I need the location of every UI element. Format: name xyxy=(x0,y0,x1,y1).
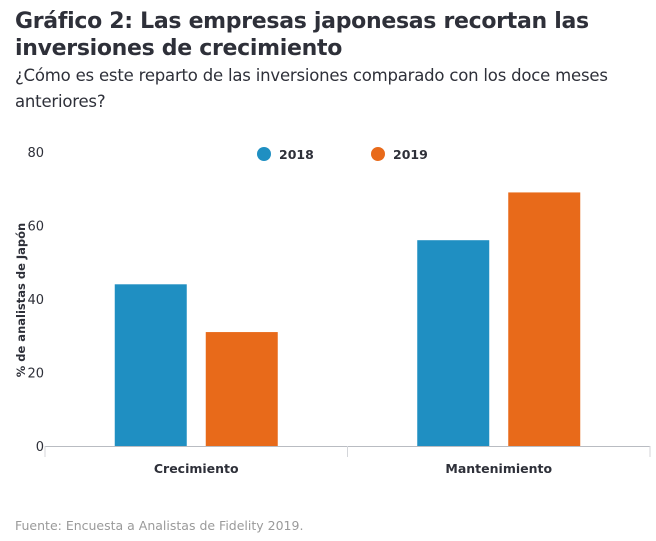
y-tick-label: 40 xyxy=(27,293,44,308)
x-axis: Crecimiento Mantenimiento xyxy=(44,446,651,476)
bar-crecimiento-2019 xyxy=(205,332,278,446)
bars xyxy=(114,192,581,446)
bar-mantenimiento-2019 xyxy=(508,192,581,446)
legend: 2018 2019 xyxy=(257,147,428,162)
chart-subtitle: ¿Cómo es este reparto de las inversiones… xyxy=(15,66,608,111)
y-tick-label: 60 xyxy=(27,220,44,235)
x-tick-label: Mantenimiento xyxy=(445,461,552,476)
y-tick-label: 80 xyxy=(27,146,44,161)
y-tick-label: 20 xyxy=(27,367,44,382)
y-axis: 0 20 40 60 80 xyxy=(27,146,44,455)
y-axis-label: % de analistas de Japón xyxy=(14,223,28,378)
legend-label-2019: 2019 xyxy=(393,147,428,162)
source-note: Fuente: Encuesta a Analistas de Fidelity… xyxy=(15,518,304,533)
bar-mantenimiento-2018 xyxy=(417,240,490,446)
legend-label-2018: 2018 xyxy=(279,147,314,162)
x-tick-label: Crecimiento xyxy=(154,461,239,476)
legend-marker-2018 xyxy=(257,147,271,161)
legend-marker-2019 xyxy=(371,147,385,161)
bar-crecimiento-2018 xyxy=(114,284,187,446)
chart-title: Gráfico 2: Las empresas japonesas recort… xyxy=(15,9,589,61)
y-tick-label: 0 xyxy=(36,440,44,455)
